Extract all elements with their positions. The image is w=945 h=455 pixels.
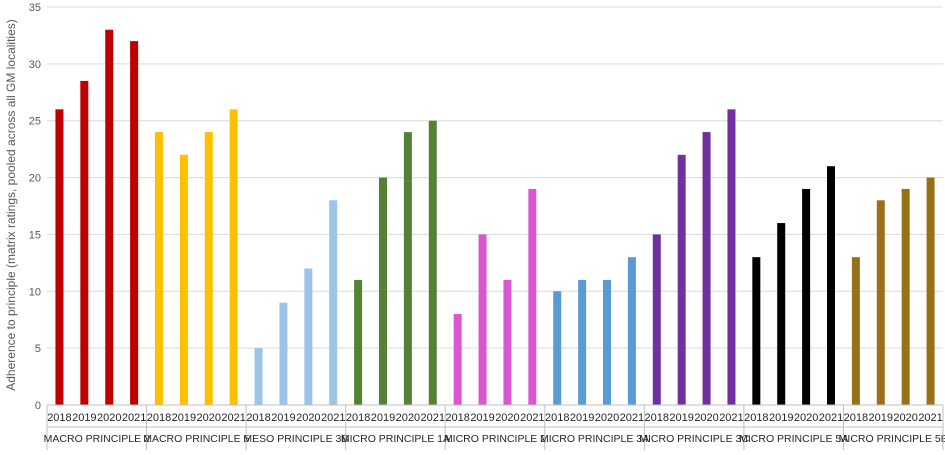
bar (329, 200, 338, 405)
gridlines (47, 6, 943, 349)
bar (503, 279, 512, 405)
y-tick-label: 35 (29, 2, 41, 14)
bar (105, 29, 114, 405)
bar (528, 188, 537, 405)
x-tick-year-label: 2018 (246, 412, 270, 424)
x-group-label: MICRO PRINCIPLE 3C (639, 433, 749, 445)
x-tick-year-label: 2020 (197, 412, 221, 424)
bar (553, 291, 562, 405)
x-tick-year-label: 2021 (421, 412, 445, 424)
bar (777, 223, 786, 405)
bar (428, 120, 437, 405)
bar (578, 279, 587, 405)
x-tick-year-label: 2019 (172, 412, 196, 424)
x-tick-year-label: 2019 (769, 412, 793, 424)
x-tick-year-label: 2019 (271, 412, 295, 424)
y-tick-label: 25 (29, 116, 41, 128)
bar (179, 154, 188, 405)
bar (727, 109, 736, 405)
bar (603, 279, 611, 405)
x-group-label: MACRO PRINCIPLE 5 (143, 433, 249, 445)
x-tick-year-label: 2018 (844, 412, 868, 424)
x-group-label: MESO PRINCIPLE 3B (243, 433, 348, 445)
bar (677, 154, 686, 405)
x-group-label: MACRO PRINCIPLE 2 (44, 433, 150, 445)
x-group-label: MICRO PRINCIPLE 3A (540, 433, 649, 445)
x-group-label: MICRO PRINCIPLE 5B (839, 433, 945, 445)
x-tick-year-label: 2020 (97, 412, 121, 424)
x-tick-year-label: 2020 (893, 412, 917, 424)
x-tick-year-label: 2020 (794, 412, 818, 424)
x-group-label: MICRO PRINCIPLE 2 (444, 433, 546, 445)
y-tick-label: 10 (29, 286, 41, 298)
y-axis-ticks: 0 5 10 15 20 25 30 35 (29, 2, 41, 412)
x-tick-year-label: 2020 (396, 412, 420, 424)
x-tick-year-label: 2021 (122, 412, 146, 424)
x-tick-year-label: 2021 (620, 412, 644, 424)
bar (802, 188, 811, 405)
x-tick-year-label: 2021 (719, 412, 743, 424)
x-tick-year-label: 2019 (72, 412, 96, 424)
x-tick-year-label: 2018 (445, 412, 469, 424)
bars (55, 29, 935, 406)
bar (55, 109, 64, 405)
bar (627, 257, 636, 405)
x-tick-year-label: 2019 (470, 412, 494, 424)
x-tick-year-label: 2018 (744, 412, 768, 424)
y-tick-label: 15 (29, 229, 41, 241)
bar (229, 109, 238, 405)
bar (478, 234, 487, 405)
x-tick-year-label: 2021 (221, 412, 245, 424)
x-tick-year-label: 2018 (147, 412, 171, 424)
y-tick-label: 20 (29, 173, 41, 185)
y-tick-label: 5 (35, 343, 41, 355)
y-tick-label: 30 (29, 59, 41, 71)
x-tick-year-label: 2019 (869, 412, 893, 424)
bar (901, 188, 910, 405)
bar (876, 200, 885, 405)
bar (130, 41, 139, 405)
x-tick-year-label: 2019 (371, 412, 395, 424)
y-axis-label: Adherence to principle (matrix ratings, … (4, 19, 18, 391)
bar (354, 279, 363, 405)
bar (279, 302, 288, 405)
x-tick-year-label: 2021 (321, 412, 345, 424)
bar (155, 132, 163, 406)
bar (453, 314, 462, 405)
bar (304, 268, 313, 405)
x-tick-year-label: 2018 (47, 412, 71, 424)
x-tick-year-label: 2018 (346, 412, 370, 424)
x-tick-year-label: 2020 (694, 412, 718, 424)
x-tick-year-label: 2020 (495, 412, 519, 424)
bar (204, 132, 213, 406)
bar (403, 132, 412, 406)
bar (80, 80, 89, 406)
x-tick-year-label: 2021 (520, 412, 544, 424)
x-group-label: MICRO PRINCIPLE 1A (341, 433, 450, 445)
x-tick-year-label: 2018 (645, 412, 669, 424)
bar (702, 132, 711, 406)
x-tick-year-label: 2021 (918, 412, 942, 424)
bar (752, 257, 761, 405)
x-tick-year-label: 2019 (570, 412, 594, 424)
y-tick-label: 0 (35, 400, 41, 412)
x-tick-year-label: 2018 (545, 412, 569, 424)
x-tick-year-label: 2019 (669, 412, 693, 424)
bar (851, 257, 860, 405)
x-group-label: MICRO PRINCIPLE 5A (739, 433, 848, 445)
x-tick-year-label: 2020 (595, 412, 619, 424)
bar (652, 234, 661, 405)
bar (926, 177, 935, 405)
bar (254, 348, 263, 405)
bar (379, 177, 387, 405)
bar (827, 166, 835, 405)
x-tick-year-label: 2021 (819, 412, 843, 424)
x-tick-year-label: 2020 (296, 412, 320, 424)
